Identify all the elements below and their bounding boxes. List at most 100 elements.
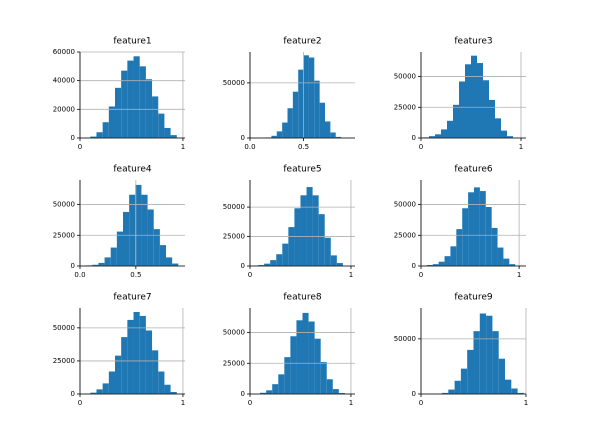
- bar: [172, 263, 179, 266]
- subplot: feature9 0 50000 0 1: [394, 293, 529, 408]
- x-tick-label: 0.5: [298, 143, 309, 151]
- bar: [314, 80, 320, 138]
- bar: [139, 315, 146, 394]
- bar: [141, 194, 148, 266]
- bar: [497, 247, 504, 266]
- bar: [264, 263, 271, 266]
- y-tick-label: 40000: [53, 77, 75, 85]
- bar: [98, 262, 105, 266]
- bar: [129, 194, 136, 266]
- bar: [473, 331, 480, 394]
- bar: [442, 392, 449, 394]
- bar: [271, 135, 277, 138]
- y-tick-label: 0: [241, 134, 245, 142]
- bar: [511, 388, 518, 394]
- bar: [152, 96, 159, 138]
- y-tick-label: 25000: [223, 359, 245, 367]
- x-tick-label: 0: [78, 399, 82, 407]
- bar: [462, 208, 469, 266]
- bar: [489, 99, 495, 138]
- bar: [338, 393, 345, 394]
- bar: [170, 135, 177, 138]
- bar: [270, 260, 277, 266]
- y-tick-label: 25000: [394, 231, 416, 239]
- x-tick-label: 1: [181, 399, 185, 407]
- bar: [115, 355, 122, 394]
- bar: [158, 371, 165, 394]
- bar: [486, 315, 493, 394]
- y-tick-label: 50000: [394, 335, 416, 343]
- bar: [495, 118, 501, 138]
- bar: [115, 87, 122, 138]
- y-tick-label: 50000: [223, 79, 245, 87]
- bar: [491, 227, 498, 266]
- bar: [135, 184, 142, 266]
- subplot: feature4 0 25000 50000 0.0 0.5: [53, 165, 185, 279]
- bar: [170, 392, 177, 394]
- bar: [306, 187, 313, 266]
- bar: [435, 134, 441, 138]
- subplot: feature8 0 25000 50000 0 1: [223, 293, 355, 407]
- bar: [102, 383, 109, 394]
- bar: [116, 231, 124, 266]
- bar: [426, 265, 433, 266]
- bar: [447, 120, 453, 138]
- x-tick-label: 0: [248, 399, 252, 407]
- bar: [456, 229, 463, 266]
- bar: [468, 192, 474, 266]
- y-tick-label: 0: [241, 390, 245, 398]
- bar: [96, 132, 103, 138]
- bar: [320, 362, 327, 394]
- bar: [326, 379, 333, 394]
- y-tick-label: 25000: [223, 233, 245, 241]
- x-tick-label: 1: [349, 271, 353, 279]
- bar: [507, 136, 513, 138]
- bar: [498, 358, 505, 394]
- bar: [505, 379, 512, 394]
- subplot-title: feature2: [283, 37, 321, 47]
- bar: [298, 69, 304, 138]
- bar: [284, 357, 291, 394]
- bar: [335, 136, 342, 138]
- y-tick-label: 20000: [53, 105, 75, 113]
- bar: [454, 380, 461, 394]
- subplot: feature3 0 25000 50000 0 1: [394, 37, 526, 151]
- y-tick-label: 0: [71, 134, 75, 142]
- bar: [477, 63, 483, 138]
- bar: [432, 264, 439, 266]
- bar: [312, 195, 319, 266]
- bar: [282, 243, 289, 266]
- bar: [147, 209, 154, 266]
- bar: [104, 257, 111, 266]
- y-tick-label: 0: [71, 390, 75, 398]
- x-tick-label: 0: [248, 271, 252, 279]
- bar: [302, 312, 309, 394]
- bar: [325, 121, 331, 138]
- bar: [108, 371, 115, 394]
- bar: [123, 211, 130, 266]
- bar: [110, 247, 117, 266]
- bar: [96, 389, 103, 394]
- bar: [121, 70, 128, 138]
- bar: [308, 57, 315, 139]
- bar: [471, 55, 477, 138]
- bar: [166, 257, 173, 266]
- y-tick-label: 50000: [223, 329, 245, 337]
- x-tick-label: 0: [419, 399, 423, 407]
- bar: [479, 313, 487, 394]
- subplot: feature2 0 50000 0.0 0.5: [223, 37, 355, 151]
- bar: [324, 237, 331, 266]
- bar: [290, 336, 297, 394]
- x-tick-label: 1: [349, 399, 353, 407]
- bar: [164, 384, 171, 394]
- y-tick-label: 50000: [394, 201, 416, 209]
- bar: [450, 246, 457, 266]
- bar: [294, 208, 301, 266]
- y-tick-label: 25000: [394, 103, 416, 111]
- bar: [287, 108, 293, 138]
- subplot-title: feature8: [283, 293, 321, 303]
- x-tick-label: 1: [519, 143, 523, 151]
- bar: [260, 392, 267, 394]
- bar: [330, 255, 337, 266]
